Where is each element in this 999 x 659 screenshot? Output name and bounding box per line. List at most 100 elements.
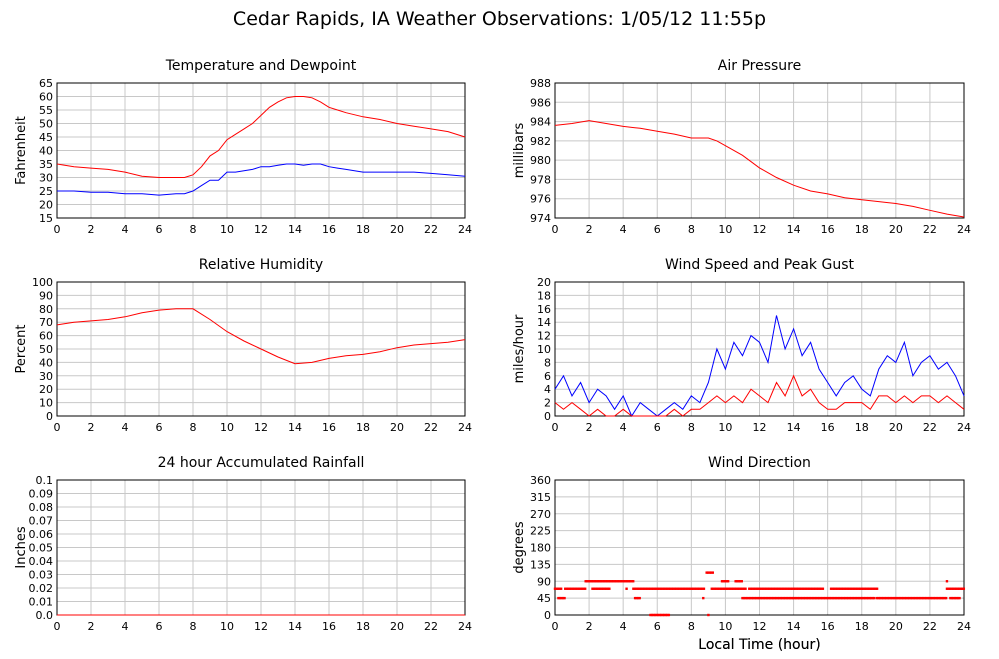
direction-point	[755, 596, 758, 600]
direction-point	[945, 587, 949, 590]
direction-point	[638, 587, 641, 590]
direction-point	[699, 587, 703, 590]
direction-point	[560, 596, 563, 600]
direction-point	[822, 596, 825, 600]
direction-point	[636, 596, 640, 600]
direction-point	[784, 587, 788, 590]
direction-point	[652, 613, 655, 617]
direction-point	[767, 596, 770, 600]
direction-point	[750, 596, 753, 600]
direction-point	[739, 587, 743, 590]
direction-point	[728, 587, 732, 590]
direction-point	[557, 596, 560, 600]
direction-point	[844, 596, 847, 600]
direction-point	[894, 596, 897, 600]
direction-point	[954, 587, 958, 590]
x-tick-label: 18	[356, 620, 370, 633]
direction-point	[696, 587, 700, 590]
direction-point	[665, 587, 669, 590]
y-tick-label: 0.03	[29, 569, 54, 582]
direction-point	[613, 580, 617, 583]
direction-point	[650, 613, 654, 617]
direction-point	[831, 596, 835, 600]
y-tick-label: 980	[530, 154, 551, 167]
y-tick-label: 982	[530, 135, 551, 148]
x-tick-label: 12	[753, 223, 767, 236]
direction-point	[726, 580, 730, 583]
y-tick-label: 45	[537, 592, 551, 605]
direction-point	[636, 587, 640, 590]
x-tick-label: 8	[688, 421, 695, 434]
direction-point	[628, 580, 632, 583]
x-tick-label: 2	[88, 421, 95, 434]
y-tick-label: 30	[39, 370, 53, 383]
direction-point	[842, 587, 845, 590]
direction-point	[642, 587, 646, 590]
direction-point	[883, 596, 886, 600]
direction-point	[815, 587, 818, 590]
direction-point	[781, 596, 784, 600]
x-tick-label: 14	[787, 421, 801, 434]
y-tick-label: 988	[530, 77, 551, 90]
direction-point	[821, 596, 824, 600]
direction-point	[609, 580, 612, 583]
y-tick-label: 984	[530, 116, 551, 129]
direction-point	[761, 587, 765, 590]
direction-point	[658, 613, 661, 617]
x-tick-label: 22	[923, 620, 937, 633]
direction-point	[710, 587, 713, 590]
direction-point	[836, 596, 839, 600]
x-tick-label: 22	[424, 620, 438, 633]
direction-point	[798, 587, 802, 590]
direction-point	[851, 587, 854, 590]
x-tick-label: 20	[390, 620, 404, 633]
direction-point	[773, 596, 776, 600]
direction-point	[598, 587, 602, 590]
x-tick-label: 6	[156, 620, 163, 633]
y-tick-label: 4	[544, 383, 551, 396]
direction-point	[932, 596, 936, 600]
direction-point	[633, 587, 637, 590]
direction-point	[630, 580, 633, 583]
y-axis-label: miles/hour	[512, 314, 527, 383]
direction-point	[950, 587, 953, 590]
direction-point	[833, 596, 836, 600]
direction-point	[591, 587, 594, 590]
y-tick-label: 0.09	[29, 488, 54, 501]
y-tick-label: 45	[39, 131, 53, 144]
direction-point	[771, 596, 775, 600]
direction-point	[733, 587, 736, 590]
direction-point	[814, 587, 817, 590]
direction-point	[850, 596, 853, 600]
x-tick-label: 4	[122, 223, 129, 236]
direction-point	[787, 596, 790, 600]
direction-point	[846, 587, 850, 590]
direction-point	[741, 596, 744, 600]
direction-point	[722, 580, 725, 583]
x-tick-label: 8	[190, 421, 197, 434]
direction-point	[909, 596, 913, 600]
direction-point	[702, 596, 705, 600]
y-tick-label: 20	[39, 199, 53, 212]
direction-point	[837, 587, 840, 590]
x-tick-label: 20	[889, 421, 903, 434]
direction-point	[766, 587, 769, 590]
direction-point	[882, 596, 885, 600]
direction-point	[856, 596, 859, 600]
direction-point	[891, 596, 894, 600]
direction-point	[570, 587, 573, 590]
direction-point	[821, 587, 825, 590]
direction-point	[760, 587, 763, 590]
direction-point	[652, 587, 655, 590]
direction-point	[719, 587, 723, 590]
direction-point	[778, 587, 782, 590]
direction-point	[751, 596, 755, 600]
direction-point	[574, 587, 578, 590]
direction-point	[708, 571, 711, 574]
direction-point	[638, 596, 641, 600]
y-tick-label: 0.0	[36, 609, 54, 622]
x-tick-label: 14	[288, 223, 302, 236]
direction-point	[618, 580, 621, 583]
